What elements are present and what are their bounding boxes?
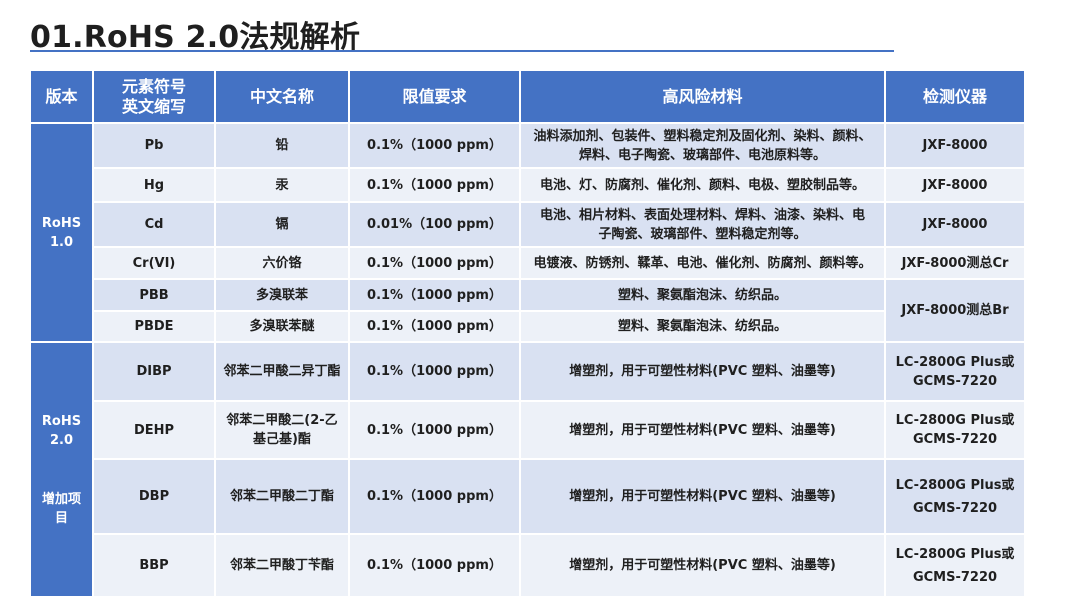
cn-name-cell: 汞	[214, 167, 350, 203]
table-row: DEHP 邻苯二甲酸二(2-乙 基己基)酯 0.1%（1000 ppm） 增塑剂…	[30, 400, 1026, 460]
table-row: RoHS 2.0 增加项 目 DIBP 邻苯二甲酸二异丁酯 0.1%（1000 …	[29, 341, 1026, 598]
materials-cell: 增塑剂，用于可塑性材料(PVC 塑料、油墨等)	[519, 533, 886, 598]
title-underline	[30, 50, 894, 52]
cn-name-cell: 六价铬	[214, 246, 350, 280]
version-label-line2: 2.0	[49, 432, 74, 448]
cn-name-line1: 邻苯二甲酸二(2-乙	[226, 413, 338, 428]
materials-cell: 电镀液、防锈剂、鞣革、电池、催化剂、防腐剂、颜料等。	[519, 246, 886, 280]
cn-name-cell: 多溴联苯	[214, 278, 350, 312]
instrument-cell: LC-2800G Plus或 GCMS-7220	[884, 400, 1026, 460]
page-title: 01.RoHS 2.0法规解析	[30, 20, 361, 55]
symbol-cell: PBDE	[92, 310, 216, 343]
header-materials: 高风险材料	[519, 69, 886, 124]
instrument-line2: GCMS-7220	[912, 500, 998, 516]
symbol-cell: Pb	[92, 122, 216, 169]
instrument-cell: LC-2800G Plus或 GCMS-7220	[884, 341, 1026, 402]
header-symbol: 元素符号 英文缩写	[92, 69, 216, 124]
table-header-row: 版本 元素符号 英文缩写 中文名称 限值要求 高风险材料 检测仪器	[29, 69, 1026, 124]
materials-line1: 电池、相片材料、表面处理材料、焊料、油漆、染料、电	[539, 207, 865, 223]
rohs-substances-table: 版本 元素符号 英文缩写 中文名称 限值要求 高风险材料 检测仪器 RoHS 1…	[29, 69, 1026, 598]
symbol-cell: BBP	[92, 533, 216, 598]
symbol-cell: Cr(VI)	[92, 246, 216, 280]
version-label-line4: 目	[54, 510, 68, 526]
instrument-line1: LC-2800G Plus或	[895, 354, 1015, 370]
cn-name-cell: 镉	[214, 201, 350, 248]
materials-line2: 子陶瓷、玻璃部件、塑料稳定剂等。	[598, 226, 807, 242]
instrument-cell: JXF-8000	[884, 201, 1026, 248]
materials-cell: 塑料、聚氨酯泡沫、纺织品。	[519, 278, 886, 312]
instrument-line1: LC-2800G Plus或	[895, 546, 1015, 562]
version-label-spacer	[35, 450, 88, 490]
header-limit: 限值要求	[348, 69, 521, 124]
version-label-line1: RoHS	[41, 413, 82, 429]
version-label-line2: 1.0	[49, 234, 74, 250]
header-symbol-line2: 英文缩写	[121, 96, 186, 116]
materials-cell: 增塑剂，用于可塑性材料(PVC 塑料、油墨等)	[519, 341, 886, 402]
instrument-cell: JXF-8000测总Br	[884, 278, 1026, 343]
instrument-cell: LC-2800G Plus或 GCMS-7220	[884, 533, 1026, 598]
instrument-cell: JXF-8000	[884, 122, 1026, 169]
instrument-line2: GCMS-7220	[912, 569, 998, 585]
materials-cell: 电池、灯、防腐剂、催化剂、颜料、电极、塑胶制品等。	[519, 167, 886, 203]
version-label-line1: RoHS	[41, 215, 82, 231]
cn-name-cell: 铅	[214, 122, 350, 169]
materials-cell: 油料添加剂、包装件、塑料稳定剂及固化剂、染料、颜料、 焊料、电子陶瓷、玻璃部件、…	[519, 122, 886, 169]
limit-cell: 0.1%（1000 ppm）	[348, 341, 521, 402]
symbol-cell: DBP	[92, 458, 216, 535]
symbol-cell: DIBP	[92, 341, 216, 402]
limit-cell: 0.1%（1000 ppm）	[348, 400, 521, 460]
materials-cell: 增塑剂，用于可塑性材料(PVC 塑料、油墨等)	[519, 400, 886, 460]
symbol-cell: Cd	[92, 201, 216, 248]
instrument-line2: GCMS-7220	[912, 432, 998, 447]
table-row: DBP 邻苯二甲酸二丁酯 0.1%（1000 ppm） 增塑剂，用于可塑性材料(…	[30, 458, 1026, 535]
table-row: Cr(VI) 六价铬 0.1%（1000 ppm） 电镀液、防锈剂、鞣革、电池、…	[30, 246, 1026, 280]
materials-line1: 油料添加剂、包装件、塑料稳定剂及固化剂、染料、颜料、	[533, 128, 872, 144]
header-instrument: 检测仪器	[884, 69, 1026, 124]
version-label-line3: 增加项	[41, 491, 81, 507]
table-row: PBB 多溴联苯 0.1%（1000 ppm） 塑料、聚氨酯泡沫、纺织品。 JX…	[30, 278, 1026, 343]
cn-name-cell: 多溴联苯醚	[214, 310, 350, 343]
table-row: PBDE 多溴联苯醚 0.1%（1000 ppm） 塑料、聚氨酯泡沫、纺织品。	[30, 310, 1025, 343]
materials-cell: 电池、相片材料、表面处理材料、焊料、油漆、染料、电 子陶瓷、玻璃部件、塑料稳定剂…	[519, 201, 886, 248]
cn-name-line2: 基己基)酯	[253, 432, 311, 447]
table-row: RoHS 1.0 Pb 铅 0.1%（1000 ppm） 油料添加剂、包装件、塑…	[29, 122, 1026, 343]
instrument-cell: LC-2800G Plus或 GCMS-7220	[884, 458, 1026, 535]
instrument-line1: LC-2800G Plus或	[895, 413, 1015, 428]
instrument-line1: LC-2800G Plus或	[895, 477, 1015, 493]
materials-cell: 增塑剂，用于可塑性材料(PVC 塑料、油墨等)	[519, 458, 886, 535]
instrument-cell: JXF-8000	[884, 167, 1026, 203]
cn-name-cell: 邻苯二甲酸二异丁酯	[214, 341, 350, 402]
symbol-cell: DEHP	[92, 400, 216, 460]
table-row: Cd 镉 0.01%（100 ppm） 电池、相片材料、表面处理材料、焊料、油漆…	[30, 201, 1026, 248]
symbol-cell: PBB	[92, 278, 216, 312]
version-cell-rohs-2-0: RoHS 2.0 增加项 目	[29, 341, 94, 598]
limit-cell: 0.1%（1000 ppm）	[348, 122, 521, 169]
materials-line2: 焊料、电子陶瓷、玻璃部件、电池原料等。	[578, 147, 826, 163]
materials-cell: 塑料、聚氨酯泡沫、纺织品。	[519, 310, 886, 343]
header-cn-name: 中文名称	[214, 69, 350, 124]
limit-cell: 0.1%（1000 ppm）	[348, 167, 521, 203]
limit-cell: 0.1%（1000 ppm）	[348, 458, 521, 535]
instrument-line2: GCMS-7220	[912, 373, 998, 389]
table-row: BBP 邻苯二甲酸丁苄酯 0.1%（1000 ppm） 增塑剂，用于可塑性材料(…	[30, 533, 1026, 598]
limit-cell: 0.1%（1000 ppm）	[348, 246, 521, 280]
limit-cell: 0.1%（1000 ppm）	[348, 533, 521, 598]
header-symbol-line1: 元素符号	[121, 76, 186, 96]
limit-cell: 0.1%（1000 ppm）	[348, 278, 521, 312]
instrument-cell: JXF-8000测总Cr	[884, 246, 1026, 280]
header-version: 版本	[29, 69, 94, 124]
limit-cell: 0.1%（1000 ppm）	[348, 310, 521, 343]
symbol-cell: Hg	[92, 167, 216, 203]
table-row: Hg 汞 0.1%（1000 ppm） 电池、灯、防腐剂、催化剂、颜料、电极、塑…	[30, 167, 1026, 203]
limit-cell: 0.01%（100 ppm）	[348, 201, 521, 248]
cn-name-cell: 邻苯二甲酸二(2-乙 基己基)酯	[214, 400, 350, 460]
cn-name-cell: 邻苯二甲酸丁苄酯	[214, 533, 350, 598]
version-cell-rohs-1-0: RoHS 1.0	[29, 122, 94, 343]
cn-name-cell: 邻苯二甲酸二丁酯	[214, 458, 350, 535]
